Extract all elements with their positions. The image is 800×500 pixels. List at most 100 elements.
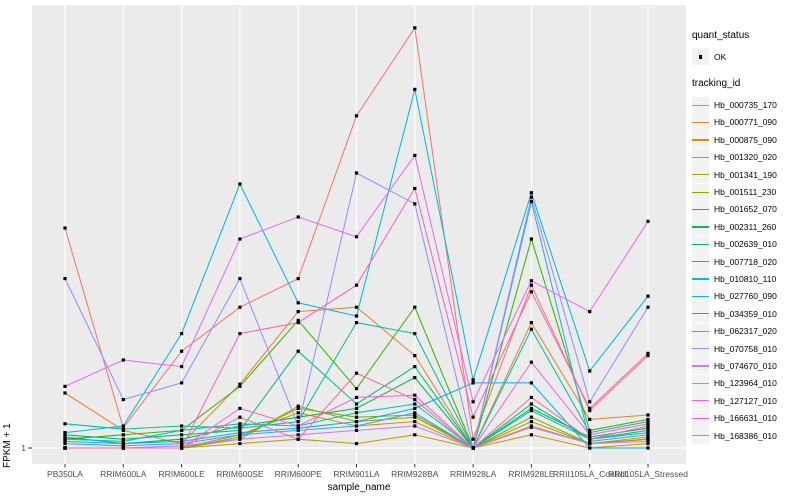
data-point (180, 437, 184, 441)
data-point (529, 191, 533, 195)
data-point (296, 411, 300, 415)
legend-key-box (692, 409, 709, 427)
legend-key-box (692, 183, 709, 201)
data-point (63, 437, 67, 441)
legend-item-ok: OK (692, 48, 798, 66)
data-point (413, 87, 417, 91)
data-point (238, 428, 242, 432)
data-point (238, 422, 242, 426)
legend-item-Hb_166631_010: Hb_166631_010 (692, 409, 798, 427)
data-point (529, 402, 533, 406)
data-point (354, 171, 359, 175)
data-point (588, 435, 592, 439)
data-point (354, 442, 359, 446)
legend-item-label: Hb_027760_090 (714, 291, 777, 302)
data-point (63, 431, 67, 435)
x-tick-label-RRIM600LE: RRIM600LE (158, 469, 205, 479)
data-point (354, 395, 359, 399)
legend-key-line-icon (692, 295, 709, 298)
data-point (588, 439, 592, 443)
legend-item-Hb_001652_070: Hb_001652_070 (692, 200, 798, 218)
data-point (413, 376, 417, 380)
data-point (588, 409, 592, 413)
data-point (646, 439, 650, 443)
legend-item-Hb_002311_260: Hb_002311_260 (692, 218, 798, 236)
data-point (121, 442, 125, 446)
legend-key-box (692, 374, 709, 392)
legend-key-line-icon (692, 208, 709, 211)
legend-item-label: Hb_010810_110 (714, 273, 777, 284)
legend-key-box (692, 270, 709, 288)
legend-key-line-icon (692, 139, 709, 141)
legend-key-line-icon (692, 313, 709, 315)
data-point (529, 327, 533, 331)
data-point (646, 435, 650, 439)
data-point (413, 413, 417, 417)
legend-item-label: Hb_000735_170 (714, 100, 777, 111)
legend-item-label: Hb_168386_010 (714, 430, 777, 441)
data-point (529, 420, 533, 424)
data-point (646, 219, 650, 223)
legend-item-Hb_001320_020: Hb_001320_020 (692, 148, 798, 166)
data-point (296, 406, 300, 410)
data-point (180, 381, 184, 385)
data-point (588, 433, 592, 437)
data-point (529, 395, 533, 399)
data-point (529, 425, 533, 429)
data-point (63, 422, 67, 426)
legend-key-box (692, 200, 709, 218)
data-point (588, 428, 592, 432)
data-point (238, 406, 242, 410)
legend-item-Hb_002639_010: Hb_002639_010 (692, 235, 798, 253)
data-point (471, 437, 475, 441)
data-point (180, 365, 184, 369)
data-point (296, 424, 300, 428)
data-point (296, 437, 300, 441)
data-point (238, 277, 242, 281)
data-point (413, 406, 417, 410)
data-point (588, 369, 592, 373)
data-point (238, 332, 242, 336)
legend-key-box (692, 305, 709, 323)
data-point (588, 446, 592, 450)
legend-key-box (692, 392, 709, 410)
legend-item-Hb_027760_090: Hb_027760_090 (692, 287, 798, 305)
legend-key-line-icon (692, 121, 709, 124)
data-point (296, 428, 300, 432)
legend-key-line-icon (692, 174, 709, 176)
data-point (646, 446, 650, 450)
data-point (413, 433, 417, 437)
data-point (180, 424, 184, 428)
data-point (646, 437, 650, 441)
legend-key-line-icon (692, 278, 709, 280)
data-point (529, 406, 533, 410)
data-point (238, 435, 242, 439)
data-point (121, 424, 125, 428)
data-point (646, 424, 650, 428)
data-point (529, 283, 533, 287)
y-axis-title: FPKM + 1 (2, 423, 13, 468)
legend-key-line-icon (692, 261, 709, 263)
data-point (354, 406, 359, 410)
data-point (529, 279, 533, 283)
data-point (63, 439, 67, 443)
data-point (529, 195, 533, 199)
data-point (63, 442, 67, 446)
data-point (238, 415, 242, 419)
data-point (646, 422, 650, 426)
data-point (588, 417, 592, 421)
legend-key-line-icon (692, 435, 709, 437)
x-tick-label-RRIM600LA: RRIM600LA (100, 469, 147, 479)
data-point (238, 182, 242, 186)
data-point (529, 415, 533, 419)
data-point (646, 354, 650, 358)
data-point (471, 446, 475, 450)
x-tick-label-RRIM901LA: RRIM901LA (333, 469, 380, 479)
data-point (63, 226, 67, 230)
legend-item-label: OK (714, 51, 727, 62)
x-tick-label-RRIM928LE: RRIM928LE (508, 469, 555, 479)
data-point (413, 26, 417, 30)
data-point (471, 415, 475, 419)
data-point (354, 424, 359, 428)
